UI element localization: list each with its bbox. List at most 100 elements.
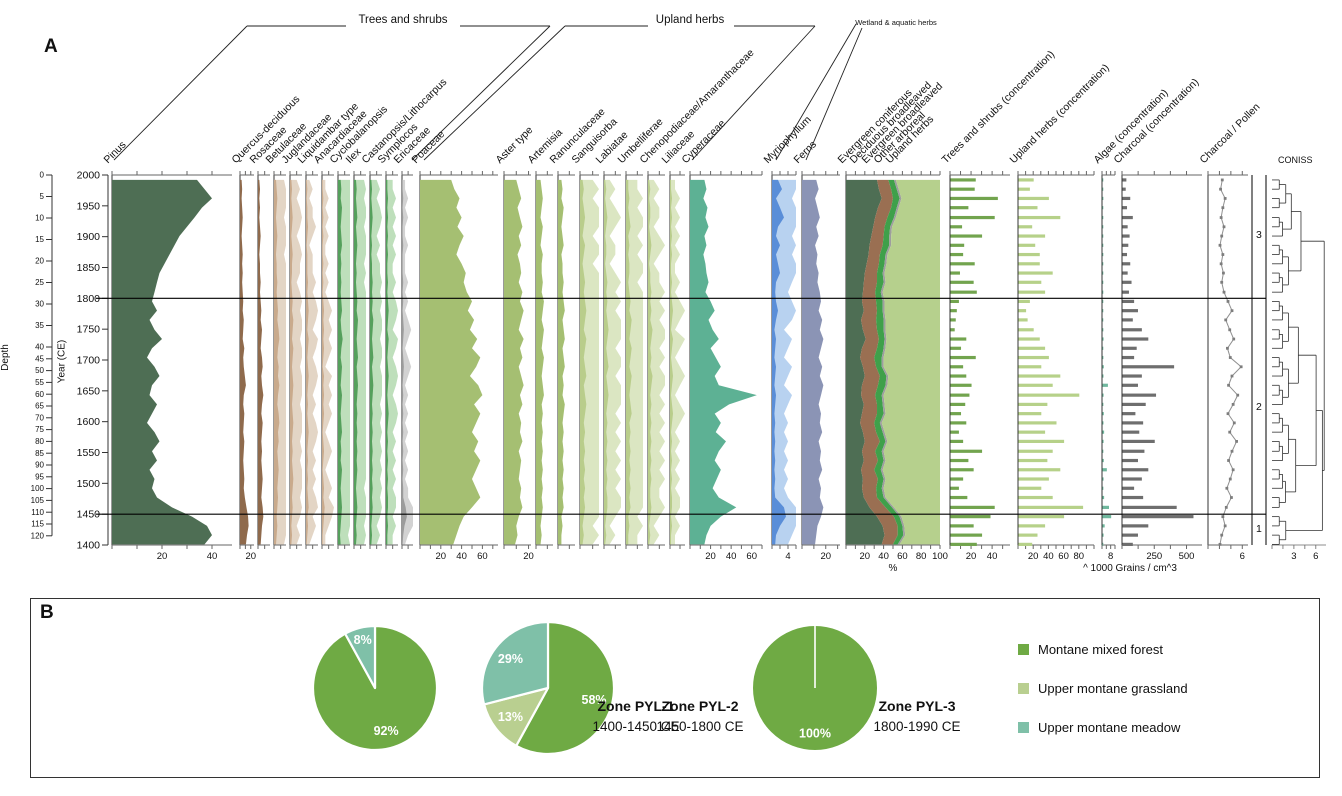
axis-tick-label-algae_conc: 8 xyxy=(1108,551,1114,562)
zone-number-1: 1 xyxy=(1256,523,1262,535)
bar-trees_conc xyxy=(950,533,983,537)
bar-trees_conc xyxy=(950,383,972,387)
bar-upland_conc xyxy=(1018,458,1048,463)
bar-trees_conc xyxy=(950,225,963,229)
bar-trees_conc xyxy=(950,486,959,490)
bar-upland_conc xyxy=(1018,374,1061,378)
bar-algae_conc xyxy=(1102,271,1104,275)
bar-charcoal_conc xyxy=(1122,290,1129,294)
bar-charcoal_conc xyxy=(1122,355,1135,360)
line-charcoal_pollen xyxy=(1219,179,1242,545)
depth-tick-label: 120 xyxy=(31,531,45,540)
pie2-zone-title: Zone PYL-2 xyxy=(661,698,739,714)
depth-tick-label: 15 xyxy=(35,235,44,244)
bar-charcoal_conc xyxy=(1122,383,1138,387)
group-header-trees: Trees and shrubs xyxy=(358,14,448,26)
bar-charcoal_conc xyxy=(1122,271,1128,275)
bar-algae_conc xyxy=(1102,262,1104,266)
bar-trees_conc xyxy=(950,299,959,304)
bar-algae_conc xyxy=(1102,393,1104,397)
zone-number-3: 3 xyxy=(1256,229,1262,241)
exaggeration-anacardiaceae xyxy=(322,179,334,545)
axis-tick-label-aster: 20 xyxy=(523,551,534,562)
silhouette-sanguisorba xyxy=(580,179,587,545)
pie-slice-label: 58% xyxy=(582,693,607,707)
depth-tick-label: 20 xyxy=(35,257,44,266)
bar-charcoal_conc xyxy=(1122,515,1194,519)
bar-algae_conc xyxy=(1102,421,1104,425)
bar-trees_conc xyxy=(950,262,975,266)
bar-charcoal_conc xyxy=(1122,178,1127,182)
pie-zone-pyl-3: 100% xyxy=(751,624,879,752)
silhouette-castanopsis xyxy=(370,179,374,545)
line-marker-charcoal_pollen xyxy=(1222,271,1225,275)
bar-trees_conc xyxy=(950,524,974,528)
axis-frame-algae_conc xyxy=(1101,171,1116,549)
bar-algae_conc xyxy=(1102,495,1105,500)
silhouette-liquidambar xyxy=(306,179,309,545)
silhouette-poaceae xyxy=(420,179,483,545)
axis-tick-label-summary: 40 xyxy=(878,551,889,562)
depth-tick-label: 65 xyxy=(35,402,44,411)
silhouette-myriophyllum xyxy=(772,179,786,545)
exaggeration-ericaceae xyxy=(402,179,413,545)
silhouette-quercus xyxy=(240,179,249,545)
bar-charcoal_conc xyxy=(1122,449,1145,453)
year-tick-label: 1400 xyxy=(77,540,101,552)
line-marker-charcoal_pollen xyxy=(1228,430,1232,434)
year-tick-label: 1900 xyxy=(77,231,101,243)
line-marker-charcoal_pollen xyxy=(1226,300,1230,303)
stacked-band-evergreen-coniferous xyxy=(846,179,885,545)
silhouette-aster xyxy=(504,179,524,545)
year-tick-label: 1700 xyxy=(77,355,101,367)
bar-charcoal_conc xyxy=(1122,299,1135,304)
depth-tick-label: 100 xyxy=(31,484,45,493)
year-tick-label: 1500 xyxy=(77,478,101,490)
bar-algae_conc xyxy=(1102,505,1109,509)
bar-algae_conc xyxy=(1102,225,1104,229)
bar-charcoal_conc xyxy=(1122,402,1146,406)
line-marker-charcoal_pollen xyxy=(1230,449,1234,453)
bar-trees_conc xyxy=(950,290,977,294)
exaggeration-castanopsis xyxy=(370,179,382,545)
depth-tick-label: 40 xyxy=(35,343,44,352)
bar-charcoal_conc xyxy=(1122,196,1131,201)
bar-trees_conc xyxy=(950,355,976,360)
year-tick-label: 1800 xyxy=(77,293,101,305)
bar-algae_conc xyxy=(1102,178,1104,182)
line-marker-charcoal_pollen xyxy=(1236,393,1240,397)
legend-item-forest: Montane mixed forest xyxy=(1018,642,1163,657)
axis-tick-label-trees_conc: 20 xyxy=(965,551,977,562)
legend-swatch-grassland xyxy=(1018,683,1029,694)
line-marker-charcoal_pollen xyxy=(1227,459,1230,462)
depth-tick-label: 75 xyxy=(35,425,44,434)
bar-charcoal_conc xyxy=(1122,252,1128,257)
exaggeration-labiatae xyxy=(604,179,621,545)
axis-tick-label-charcoal_conc: 500 xyxy=(1178,551,1195,562)
bar-upland_conc xyxy=(1018,196,1049,201)
bar-upland_conc xyxy=(1018,495,1053,500)
bar-upland_conc xyxy=(1018,486,1042,490)
bar-trees_conc xyxy=(950,206,969,210)
bar-charcoal_conc xyxy=(1122,533,1138,537)
depth-tick-label: 30 xyxy=(35,300,44,309)
bar-charcoal_conc xyxy=(1122,412,1136,416)
bar-charcoal_conc xyxy=(1122,439,1155,443)
line-marker-charcoal_pollen xyxy=(1239,365,1243,369)
legend-label-grassland: Upper montane grassland xyxy=(1038,681,1188,696)
bar-trees_conc xyxy=(950,542,977,546)
stacked-band-evergreen-broadleaved xyxy=(874,179,904,545)
bar-trees_conc xyxy=(950,252,964,257)
bar-charcoal_conc xyxy=(1122,468,1149,472)
axis-tick-label-poaceae: 60 xyxy=(477,551,488,562)
silhouette-ranunculaceae xyxy=(558,179,565,545)
bar-upland_conc xyxy=(1018,215,1061,220)
depth-tick-label: 5 xyxy=(40,192,45,201)
bar-algae_conc xyxy=(1102,252,1104,257)
bar-algae_conc xyxy=(1102,449,1104,453)
silhouette-liliaceae xyxy=(670,179,673,545)
line-marker-charcoal_pollen xyxy=(1219,187,1222,191)
panel-a-label: A xyxy=(44,36,58,57)
line-marker-charcoal_pollen xyxy=(1232,337,1236,341)
